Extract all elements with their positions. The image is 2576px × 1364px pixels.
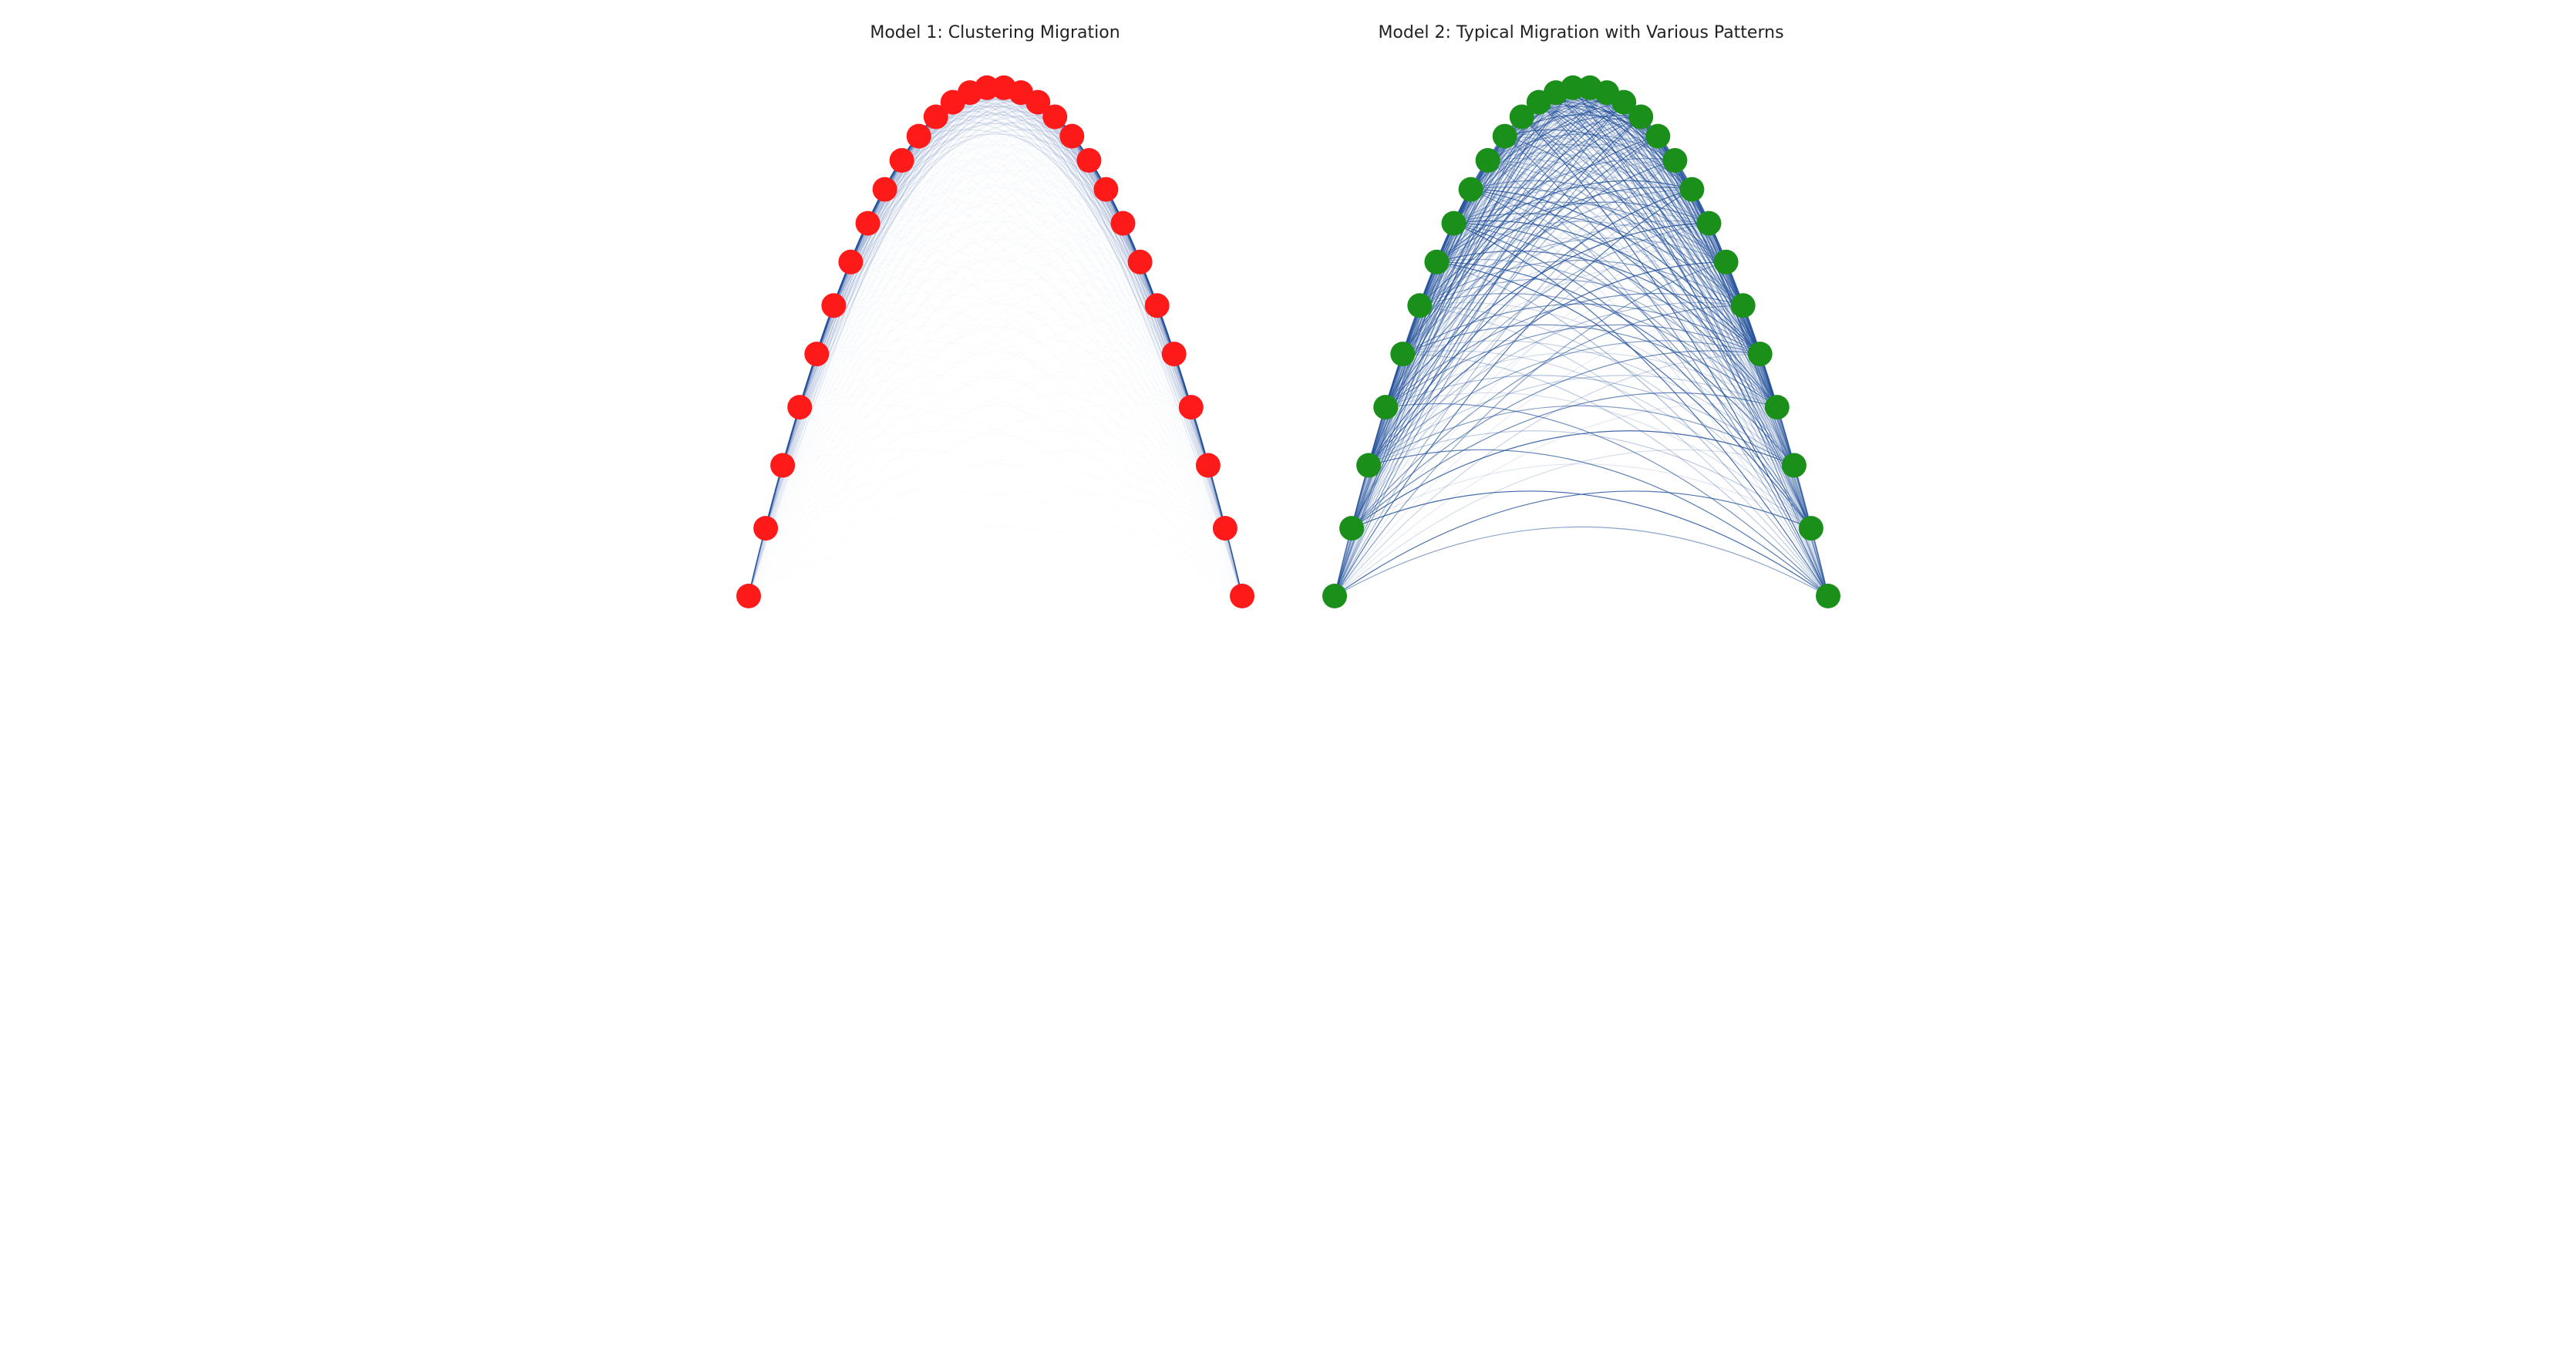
node [1322,584,1347,608]
edge [766,392,1191,528]
edge [783,431,1225,528]
network-diagram-model1 [726,56,1265,611]
node [1628,105,1653,130]
node [838,250,863,274]
node [1178,395,1203,419]
node [1798,516,1823,541]
edge [766,431,1208,528]
node [1407,293,1432,318]
node [1339,516,1364,541]
node [1195,453,1220,478]
node [855,211,880,236]
node [1390,342,1415,366]
node [1144,293,1169,318]
node [787,395,812,419]
node [1441,211,1466,236]
node [889,148,914,173]
node [1730,293,1755,318]
edge [749,93,1021,596]
node [736,584,761,608]
node [1161,342,1186,366]
edge [1335,93,1607,596]
edge [1352,431,1794,528]
node [770,453,795,478]
node [1816,584,1840,608]
node [1356,453,1381,478]
node [1076,148,1101,173]
panel-title-model1: Model 1: Clustering Migration [870,23,1120,42]
panel-title-model2: Model 2: Typical Migration with Various … [1378,23,1783,42]
node [1781,453,1806,478]
edge [749,262,1140,596]
figure-row: Model 1: Clustering Migration Model 2: T… [0,0,2576,642]
edge [1335,262,1726,596]
node [1212,516,1237,541]
node [753,516,778,541]
node [1492,124,1517,149]
edge [1335,450,1794,596]
node [1042,105,1067,130]
edge [1419,261,1743,306]
node [821,293,846,318]
node [1458,177,1483,202]
node [872,177,897,202]
node [1059,124,1084,149]
edge [850,262,1242,596]
node [1424,250,1449,274]
node [1475,148,1500,173]
node [1679,177,1704,202]
node [1110,211,1135,236]
edge [749,450,1208,596]
node [1764,395,1789,419]
node [1373,395,1398,419]
edges [1335,85,1828,596]
node [1662,148,1687,173]
edge [800,392,1225,528]
node [1713,250,1738,274]
node [804,342,829,366]
node [1230,584,1254,608]
edge [1386,392,1811,528]
edge [969,93,1241,596]
edge [1555,93,1827,596]
edge [1436,262,1828,596]
panel-model1: Model 1: Clustering Migration [726,23,1265,611]
edge [1352,392,1777,528]
edge [783,450,1242,596]
node [1127,250,1152,274]
edge [749,527,1242,596]
edges [749,85,1242,596]
edge [833,261,1157,306]
network-diagram-model2 [1312,56,1851,611]
panel-model2: Model 2: Typical Migration with Various … [1312,23,1851,611]
node [1696,211,1721,236]
node [1747,342,1772,366]
edge [1369,450,1828,596]
node [906,124,931,149]
node [1645,124,1670,149]
node [1093,177,1118,202]
edge [1335,527,1828,596]
edge [1369,431,1811,528]
